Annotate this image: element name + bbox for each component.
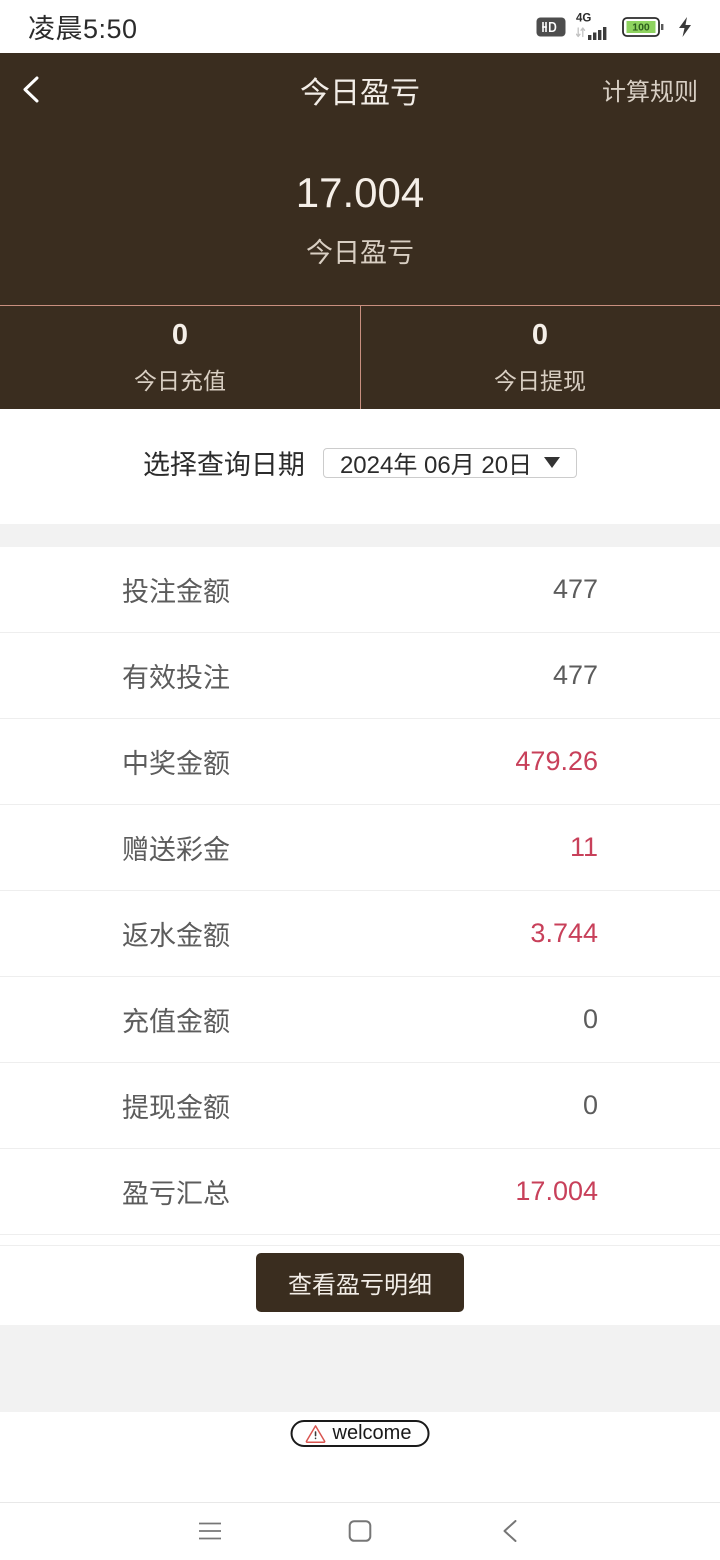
svg-text:4G: 4G: [576, 13, 591, 25]
svg-text:100: 100: [632, 21, 650, 33]
